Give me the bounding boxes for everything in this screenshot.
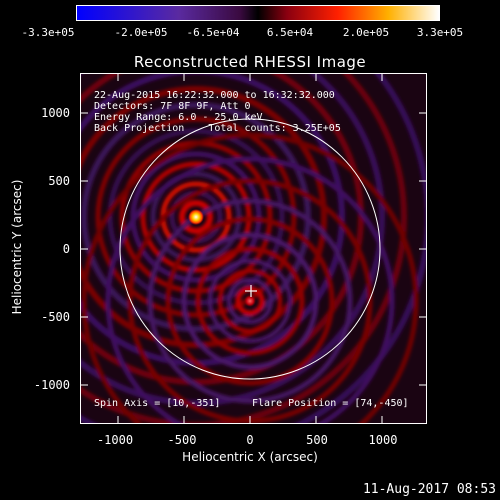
info-spin-axis: Spin Axis = [10,-351] xyxy=(94,398,221,409)
y-tick-neg1000: -1000 xyxy=(33,378,70,392)
axis-ticks xyxy=(80,73,427,424)
info-flare-position: Flare Position = [74,-450] xyxy=(252,398,409,409)
flare-position-marker xyxy=(245,285,257,297)
info-method-counts: Back Projection Total counts: 3.25E+05 xyxy=(94,123,341,134)
colorbar-label-4: 6.5e+04 xyxy=(266,26,314,39)
image-title: Reconstructed RHESSI Image xyxy=(133,53,367,71)
x-tick-0: 0 xyxy=(246,433,254,447)
colorbar-label-max: 3.3e+05 xyxy=(416,26,464,39)
rhessi-image xyxy=(80,73,427,424)
y-axis-label: Heliocentric Y (arcsec) xyxy=(10,179,24,315)
y-tick-1000: 1000 xyxy=(41,106,70,120)
colorbar-label-min: -3.3e+05 xyxy=(21,26,75,39)
colorbar-label-3: -6.5e+04 xyxy=(186,26,240,39)
generation-date: 11-Aug-2017 08:53 xyxy=(362,482,496,497)
x-axis-label: Heliocentric X (arcsec) xyxy=(182,450,318,464)
colorbar-label-5: 2.0e+05 xyxy=(342,26,390,39)
colorbar xyxy=(76,5,440,21)
x-tick-500: 500 xyxy=(306,433,328,447)
x-tick-neg500: -500 xyxy=(167,433,197,447)
info-energy-range: Energy Range: 6.0 - 25.0 keV xyxy=(94,112,263,123)
y-tick-0: 0 xyxy=(62,242,70,256)
ripple-pattern xyxy=(80,73,427,424)
solar-limb-circle xyxy=(119,118,381,380)
info-detectors: Detectors: 7F 8F 9F, Att 0 xyxy=(94,101,251,112)
colorbar-label-2: -2.0e+05 xyxy=(114,26,168,39)
secondary-source xyxy=(244,295,256,307)
info-time-range: 22-Aug-2015 16:22:32.000 to 16:32:32.000 xyxy=(94,90,335,101)
y-tick-500: 500 xyxy=(48,174,70,188)
primary-source xyxy=(188,209,204,225)
y-tick-neg500: -500 xyxy=(41,310,70,324)
x-tick-1000: 1000 xyxy=(368,433,398,447)
x-tick-neg1000: -1000 xyxy=(96,433,134,447)
